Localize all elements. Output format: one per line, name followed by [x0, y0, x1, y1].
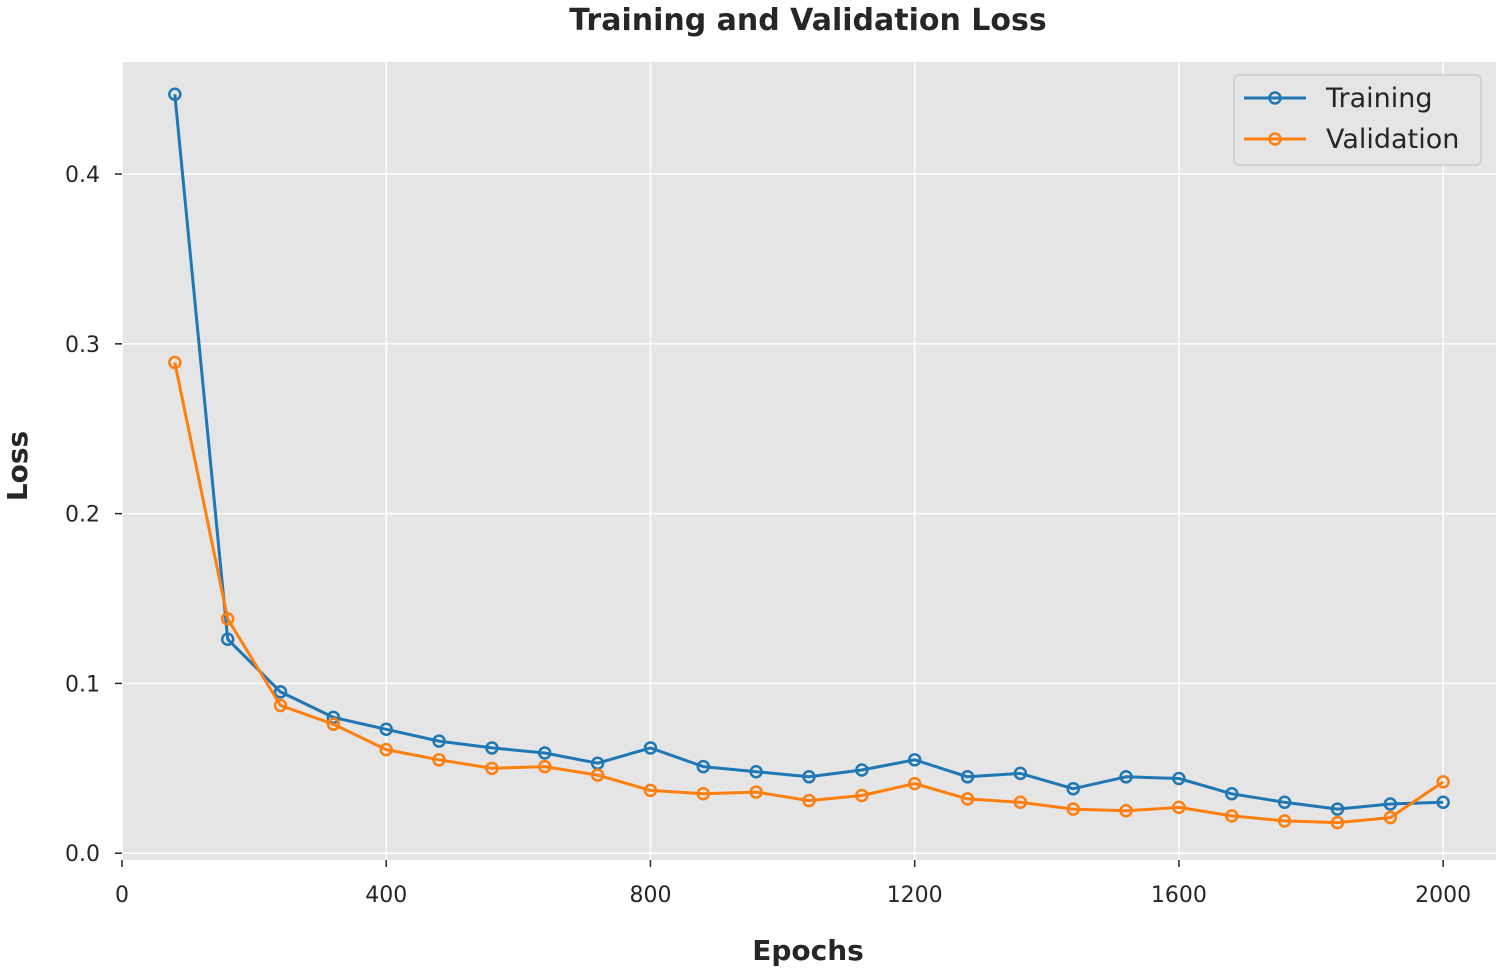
y-tick-label: 0.2	[65, 503, 100, 528]
y-tick-label: 0.3	[65, 333, 100, 358]
chart-title: Training and Validation Loss	[569, 3, 1047, 38]
training-point	[220, 632, 235, 647]
training-point	[907, 753, 922, 767]
validation-point	[379, 742, 393, 757]
training-point	[855, 763, 869, 777]
validation-point	[220, 612, 235, 626]
validation-point	[1383, 810, 1398, 825]
validation-point	[907, 776, 922, 791]
training-line	[173, 94, 1444, 811]
legend-label-validation: Validation	[1326, 124, 1459, 155]
x-tick-label: 1600	[1151, 883, 1207, 908]
validation-point	[855, 788, 869, 803]
validation-point	[590, 768, 605, 782]
y-tick-label: 0.1	[65, 672, 100, 697]
validation-point	[960, 792, 975, 806]
training-point	[960, 770, 975, 784]
legend: Training Validation	[1233, 74, 1482, 166]
legend-marker-validation	[1268, 132, 1282, 146]
validation-point	[1436, 775, 1450, 789]
series-training	[168, 87, 1450, 816]
validation-point	[696, 787, 711, 801]
plot-area	[122, 62, 1496, 860]
x-tick-label: 400	[365, 883, 407, 908]
training-point	[1383, 797, 1398, 811]
training-point	[643, 741, 658, 755]
training-point	[802, 770, 816, 784]
y-tick-label: 0.4	[65, 163, 100, 188]
x-tick-label: 1200	[887, 883, 943, 908]
validation-point	[1119, 804, 1133, 818]
training-point	[1119, 770, 1133, 784]
validation-point	[538, 759, 552, 774]
validation-point	[1277, 814, 1292, 828]
y-tick-label: 0.0	[65, 842, 100, 867]
validation-point	[1066, 802, 1080, 816]
training-point	[749, 764, 763, 779]
training-point	[168, 87, 182, 102]
validation-point	[643, 783, 658, 798]
training-point	[379, 722, 393, 737]
training-point	[1172, 771, 1186, 786]
training-point	[485, 741, 499, 755]
series-validation	[168, 355, 1450, 830]
validation-point	[1225, 809, 1239, 823]
x-tick-label: 0	[115, 883, 129, 908]
validation-point	[485, 761, 499, 776]
x-axis-label: Epochs	[752, 934, 864, 967]
axis-ticks: 0 400 800 1200 1600 2000 0.0 0.1 0.2 0.3 0.4	[65, 163, 1471, 908]
validation-point	[749, 785, 763, 799]
validation-line	[173, 362, 1445, 825]
validation-point	[1013, 795, 1028, 810]
validation-point	[1330, 815, 1345, 830]
training-point	[1277, 795, 1292, 810]
training-point	[696, 759, 711, 774]
training-point	[1436, 795, 1450, 810]
legend-label-training: Training	[1325, 83, 1433, 114]
training-point	[538, 746, 552, 760]
validation-point	[802, 793, 816, 808]
y-axis-label: Loss	[1, 431, 34, 501]
grid-lines	[121, 62, 1496, 860]
legend-marker-training	[1268, 91, 1282, 105]
validation-point	[326, 717, 341, 731]
validation-point	[273, 698, 288, 713]
series-layer	[168, 87, 1450, 830]
validation-point	[1172, 800, 1186, 815]
training-point	[1066, 781, 1080, 796]
x-tick-label: 800	[629, 883, 671, 908]
validation-point	[168, 355, 182, 370]
training-point	[1330, 802, 1345, 816]
training-point	[1225, 787, 1239, 801]
validation-point	[432, 753, 446, 767]
training-point	[1013, 766, 1028, 781]
training-point	[273, 685, 288, 699]
x-tick-label: 2000	[1415, 883, 1471, 908]
training-point	[432, 734, 446, 748]
